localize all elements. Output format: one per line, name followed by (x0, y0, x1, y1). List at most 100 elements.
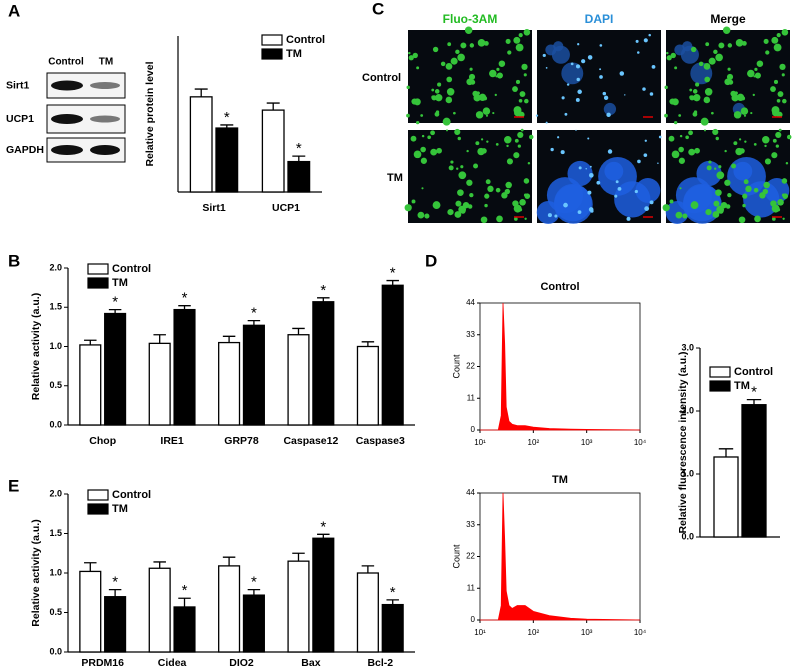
significance: * (251, 574, 257, 591)
cell (455, 49, 460, 55)
cell (606, 112, 611, 118)
legend-label: Control (286, 34, 325, 46)
cell (469, 67, 473, 71)
cell (528, 134, 534, 140)
cell (648, 33, 651, 37)
y-tick-label: 0.5 (49, 380, 62, 390)
cell (417, 211, 425, 219)
cell (599, 75, 603, 79)
cell (513, 106, 522, 115)
cell (727, 192, 732, 198)
cell (515, 43, 524, 52)
cell (413, 150, 422, 159)
blot-band (51, 145, 83, 155)
cell (550, 147, 554, 152)
cell (430, 130, 435, 136)
cell (521, 63, 528, 71)
y-tick-label: 1.5 (49, 302, 62, 312)
bar (312, 301, 335, 426)
bar (79, 344, 102, 426)
bar (356, 572, 379, 653)
cell (735, 39, 744, 47)
x-tick-label: 10⁴ (634, 628, 647, 637)
cell (718, 165, 722, 169)
cell (722, 26, 731, 35)
cell (705, 42, 710, 47)
cell (496, 67, 500, 71)
cell (781, 178, 788, 184)
protein-label: UCP1 (6, 113, 34, 125)
cell (445, 129, 449, 132)
cell (690, 201, 699, 210)
cell (575, 97, 580, 102)
x-tick-label: GRP78 (224, 435, 259, 447)
cell (431, 95, 436, 100)
cell (685, 135, 689, 140)
cell (501, 192, 508, 199)
cell (670, 52, 676, 59)
cell (581, 59, 586, 64)
cell (478, 93, 487, 102)
blot-band (90, 82, 120, 89)
legend-label: Control (112, 489, 151, 501)
cell (415, 120, 420, 125)
cell (448, 165, 454, 171)
y-axis-label: Relative fluorescence intensity (a.u.) (677, 351, 689, 533)
cell (432, 46, 439, 53)
cell (649, 200, 654, 205)
legend-label: TM (112, 277, 128, 289)
bar (173, 606, 196, 653)
cell (527, 162, 531, 165)
cell (602, 91, 607, 96)
cell (706, 165, 712, 171)
cell (637, 159, 641, 164)
cell (775, 131, 782, 138)
cell (771, 36, 779, 44)
error-bar (194, 88, 208, 97)
bar (356, 345, 379, 426)
cell (703, 96, 711, 104)
cell (524, 217, 527, 220)
cell (445, 63, 453, 70)
y-axis-label: Count (451, 354, 461, 379)
cell (763, 38, 769, 44)
cell (588, 172, 594, 178)
error-bar (222, 556, 236, 566)
y-tick-label: 33 (466, 330, 475, 339)
cell (752, 93, 755, 97)
cell (642, 87, 646, 91)
y-tick-label: 2.0 (49, 488, 62, 498)
bar (218, 565, 241, 653)
bar (287, 160, 311, 193)
cell (644, 206, 650, 211)
cell (626, 216, 631, 221)
cell (442, 117, 451, 126)
cell (578, 166, 582, 170)
cell (455, 200, 462, 207)
cell (570, 62, 574, 66)
cell (715, 136, 719, 141)
cell (743, 114, 747, 117)
condition-label: TM (387, 172, 403, 184)
error-bar (361, 341, 375, 347)
cell (473, 94, 481, 102)
cell (664, 113, 668, 118)
cell (557, 136, 560, 139)
cell (739, 148, 745, 154)
protein-label: GAPDH (6, 144, 44, 156)
cell (703, 63, 711, 70)
error-bar (178, 597, 191, 607)
y-axis-label: Relative activity (a.u.) (30, 293, 42, 400)
cell (643, 153, 648, 158)
cell (675, 211, 683, 219)
cell (603, 95, 609, 101)
cell (416, 66, 420, 70)
cell (782, 98, 787, 104)
cell (406, 113, 410, 118)
cell (703, 129, 707, 132)
bar (215, 127, 239, 193)
cell (513, 152, 520, 159)
cell (759, 192, 766, 199)
cell (692, 89, 698, 94)
error-bar (386, 599, 399, 605)
